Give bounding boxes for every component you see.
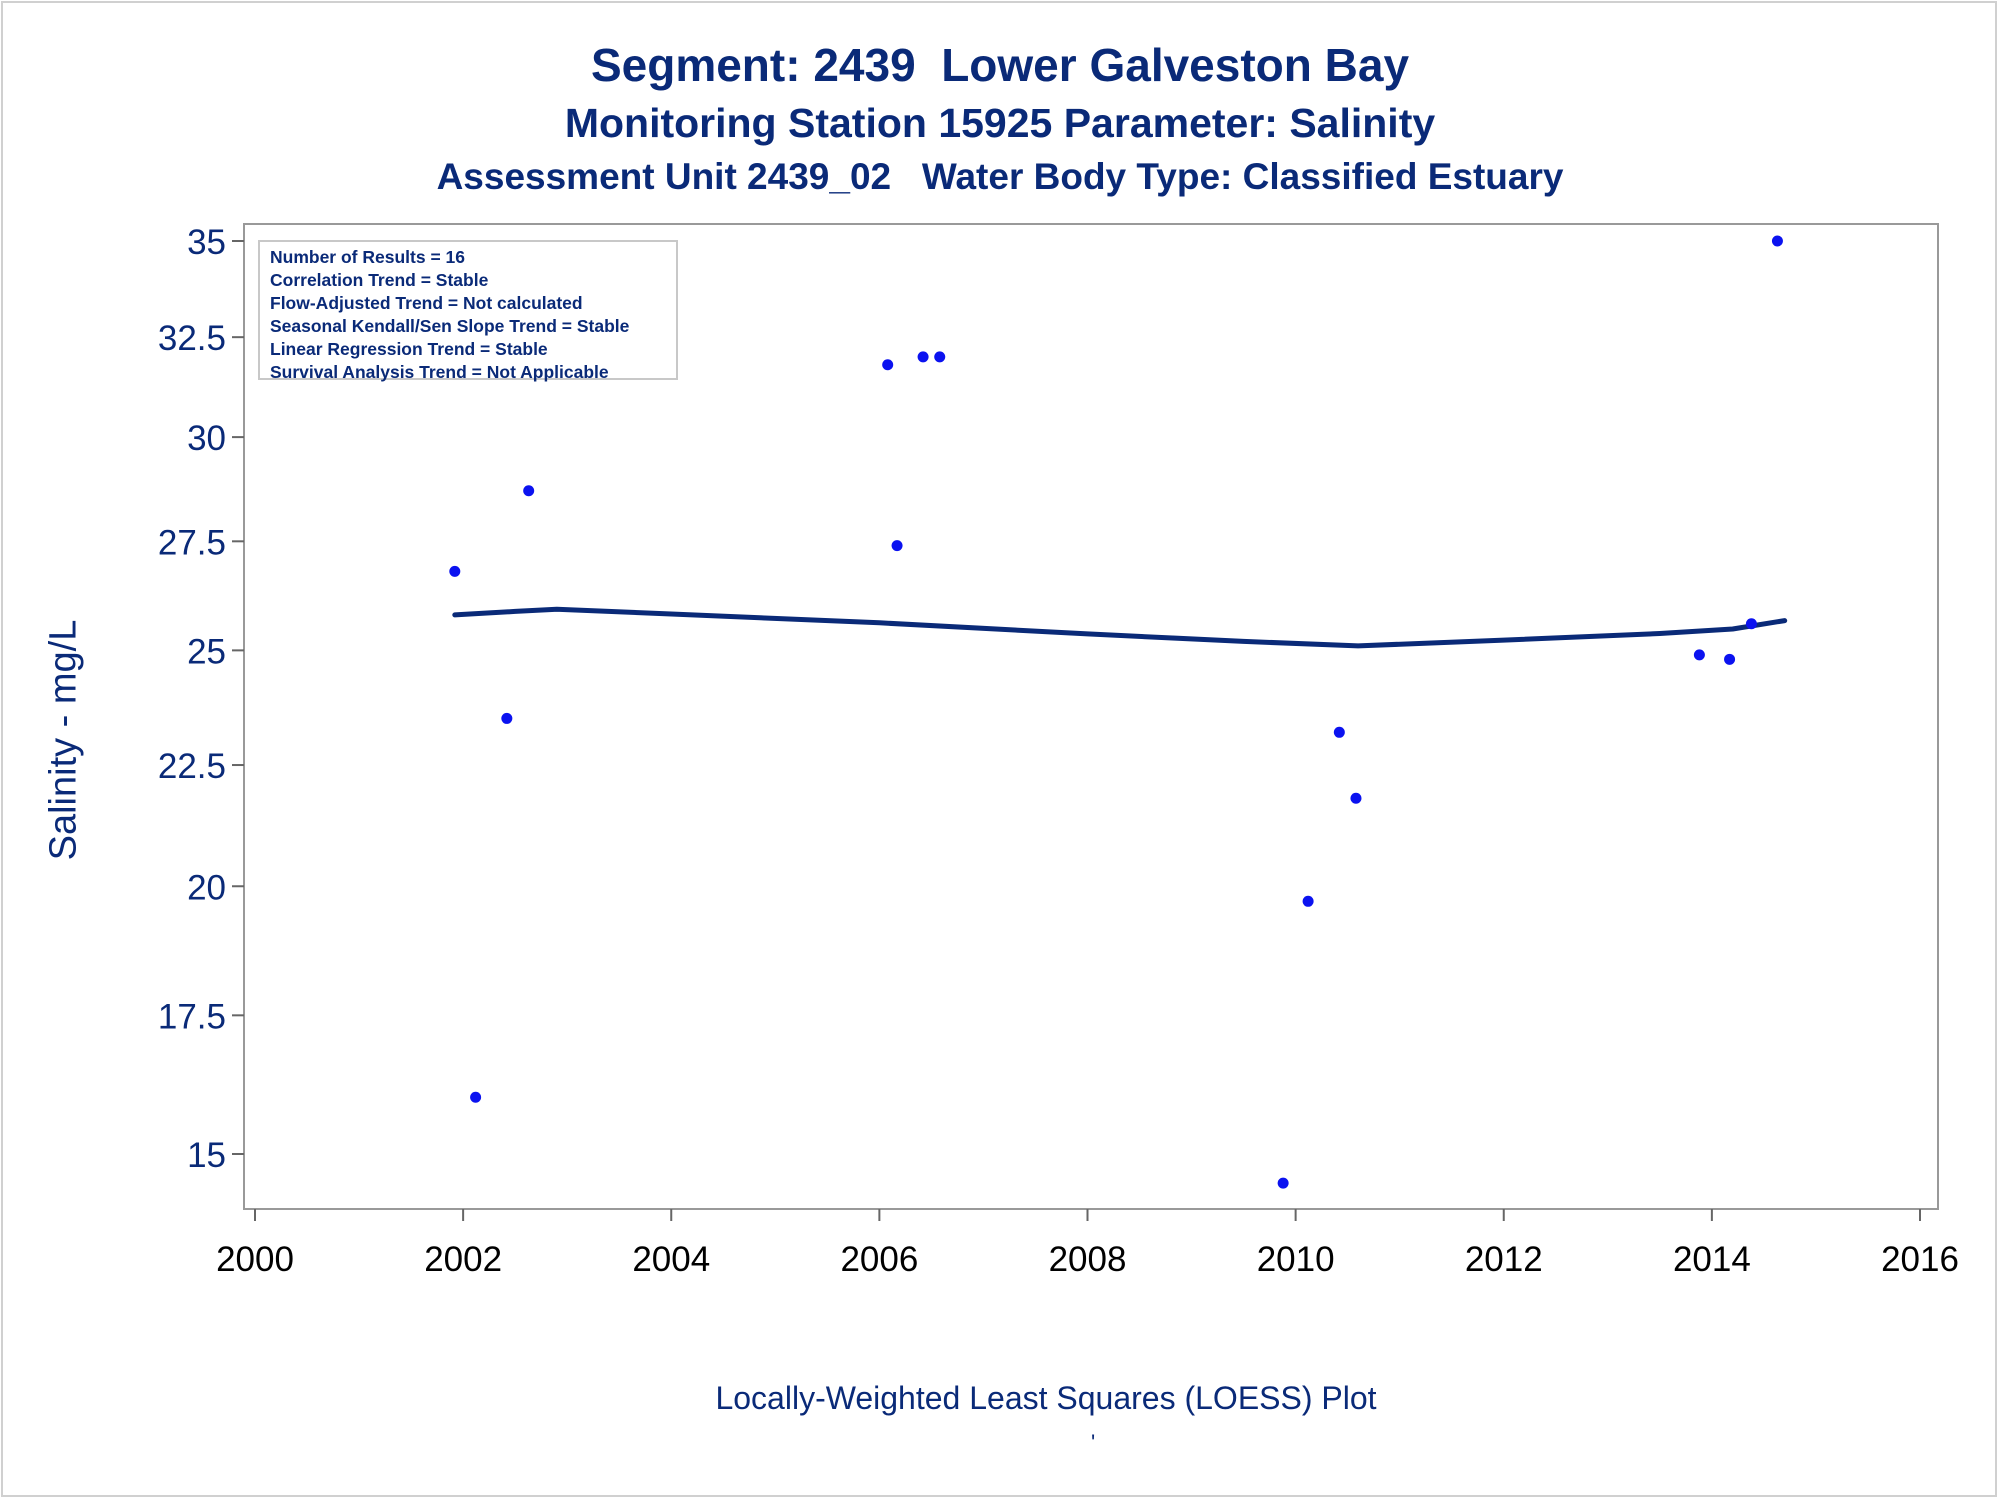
plot-border xyxy=(243,223,1939,1210)
y-tick-label: 30 xyxy=(187,419,226,458)
data-point xyxy=(1745,618,1757,630)
x-tick-label: 2004 xyxy=(632,1240,710,1279)
x-tick-label: 2000 xyxy=(216,1240,294,1279)
data-point xyxy=(917,351,929,363)
chart-title: Segment: 2439 Lower Galveston Bay xyxy=(590,39,1410,91)
info-line-survival: Survival Analysis Trend = Not Applicable xyxy=(270,362,609,382)
data-point xyxy=(934,351,946,363)
info-line-linear-regression: Linear Regression Trend = Stable xyxy=(270,339,548,359)
data-point xyxy=(1693,649,1705,661)
info-line-results: Number of Results = 16 xyxy=(270,247,465,267)
data-point xyxy=(891,540,903,552)
info-line-correlation: Correlation Trend = Stable xyxy=(270,270,489,290)
y-tick-label: 22.5 xyxy=(158,747,226,786)
data-point xyxy=(501,712,513,724)
trend-info-box: Number of Results = 16 Correlation Trend… xyxy=(258,240,678,382)
info-line-seasonal-kendall: Seasonal Kendall/Sen Slope Trend = Stabl… xyxy=(270,316,630,336)
y-tick-label: 20 xyxy=(187,868,226,907)
y-tick-label: 27.5 xyxy=(158,523,226,562)
x-tick-label: 2010 xyxy=(1257,1240,1335,1279)
footnote: Locally-Weighted Least Squares (LOESS) P… xyxy=(715,1380,1377,1416)
x-tick-label: 2016 xyxy=(1881,1240,1959,1279)
footnote-mark: ' xyxy=(1091,1430,1096,1455)
y-tick-label: 17.5 xyxy=(158,997,226,1036)
data-point xyxy=(1302,895,1314,907)
y-tick-label: 32.5 xyxy=(158,319,226,358)
data-point xyxy=(1277,1177,1289,1189)
data-point xyxy=(449,565,461,577)
y-tick-label: 25 xyxy=(187,632,226,671)
data-point xyxy=(1771,235,1783,247)
x-tick-label: 2012 xyxy=(1465,1240,1543,1279)
data-point xyxy=(1333,726,1345,738)
x-tick-label: 2008 xyxy=(1049,1240,1127,1279)
y-tick-label: 15 xyxy=(187,1136,226,1175)
data-point xyxy=(523,485,535,497)
y-tick-label: 35 xyxy=(187,223,226,262)
loess-line xyxy=(452,606,1788,649)
data-point xyxy=(1724,653,1736,665)
x-tick-label: 2002 xyxy=(424,1240,502,1279)
data-point xyxy=(1350,792,1362,804)
x-tick-label: 2014 xyxy=(1673,1240,1751,1279)
chart-subtitle: Monitoring Station 15925 Parameter: Sali… xyxy=(564,100,1436,146)
data-point xyxy=(470,1091,482,1103)
x-tick-label: 2006 xyxy=(840,1240,918,1279)
chart-subtitle-2: Assessment Unit 2439_02 Water Body Type:… xyxy=(436,156,1564,197)
data-point xyxy=(882,359,894,371)
info-line-flow-adjusted: Flow-Adjusted Trend = Not calculated xyxy=(270,293,583,313)
